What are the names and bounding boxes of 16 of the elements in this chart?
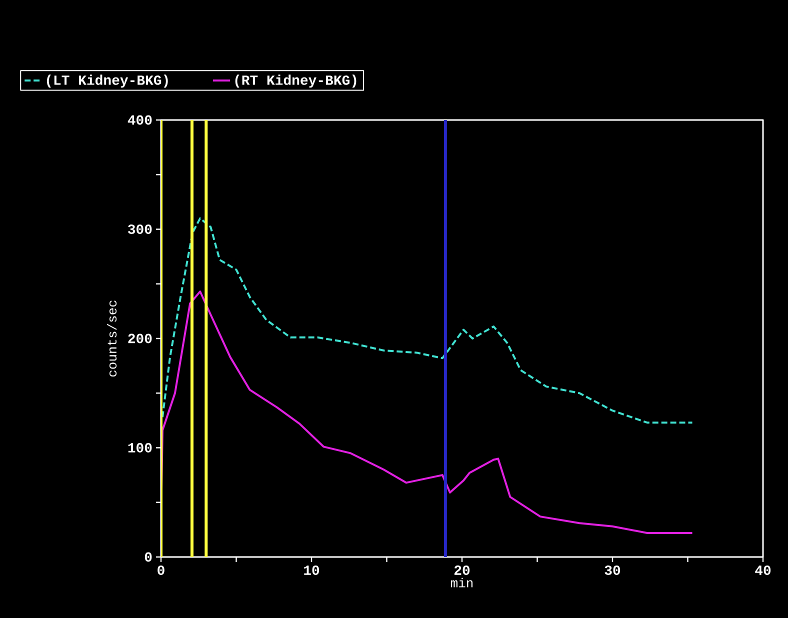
legend-label: (LT Kidney-BKG) <box>46 74 168 88</box>
x-axis-title: min <box>450 578 473 588</box>
x-tick-label: 10 <box>304 566 320 575</box>
y-axis-title: counts/sec <box>107 300 117 377</box>
y-tick-label: 200 <box>128 334 152 344</box>
x-tick-label: 30 <box>604 566 620 575</box>
x-tick-label: 20 <box>454 566 470 575</box>
legend-label: (RT Kidney-BKG) <box>235 74 356 88</box>
y-tick-label: 0 <box>144 552 152 562</box>
y-tick-label: 100 <box>128 443 152 452</box>
line-series <box>162 217 694 424</box>
line-series <box>161 290 694 534</box>
y-tick-label: 300 <box>128 224 152 234</box>
x-tick-label: 0 <box>158 566 164 575</box>
x-tick-label: 40 <box>755 566 771 575</box>
y-tick-label: 400 <box>128 115 152 125</box>
